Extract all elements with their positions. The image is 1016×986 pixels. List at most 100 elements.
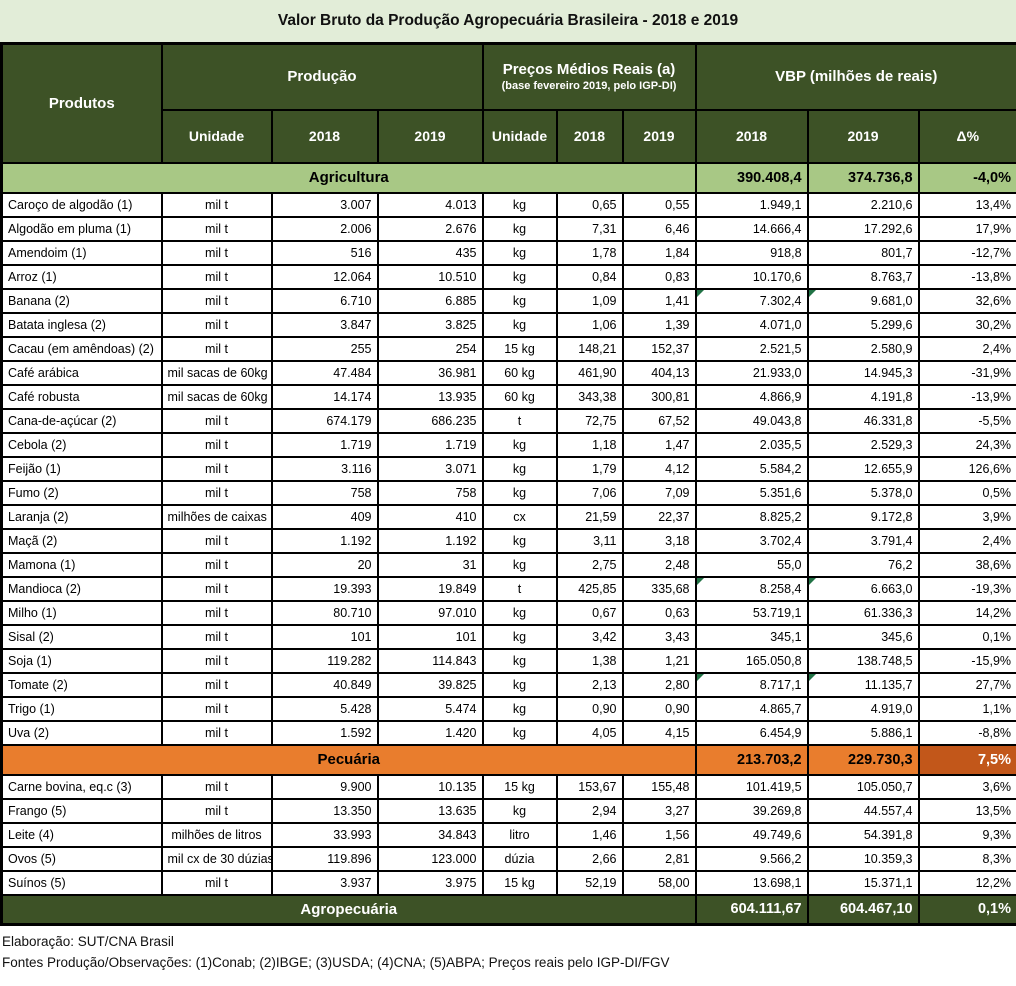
cell-vbp-2019: 76,2 xyxy=(806,551,920,578)
cell-produto: Cacau (em amêndoas) (2) xyxy=(0,335,163,362)
cell-produto: Mamona (1) xyxy=(0,551,163,578)
cell-vbp-2018: 1.949,1 xyxy=(694,191,809,218)
cell-vbp-2018: 14.666,4 xyxy=(694,215,809,242)
column-header-delta: Δ% xyxy=(917,108,1016,164)
cell-vbp-2019: 6.663,0 xyxy=(806,575,920,602)
cell-producao-2018: 47.484 xyxy=(270,359,379,386)
cell-producao-2019: 10.510 xyxy=(376,263,484,290)
section-vbp-2019: 374.736,8 xyxy=(806,161,920,194)
cell-vbp-2018: 55,0 xyxy=(694,551,809,578)
cell-delta: -13,8% xyxy=(917,263,1016,290)
cell-preco-unidade: 60 kg xyxy=(481,359,558,386)
cell-produto: Suínos (5) xyxy=(0,869,163,896)
page-title: Valor Bruto da Produção Agropecuária Bra… xyxy=(277,12,739,29)
cell-producao-2019: 10.135 xyxy=(376,773,484,800)
cell-unidade: mil t xyxy=(160,551,273,578)
cell-producao-2019: 97.010 xyxy=(376,599,484,626)
cell-producao-2019: 101 xyxy=(376,623,484,650)
table-row: Café arábica mil sacas de 60kg 47.484 36.98… xyxy=(0,359,1016,386)
cell-preco-2018: 2,13 xyxy=(555,671,624,698)
column-header-produtos: Produtos xyxy=(0,42,163,164)
table-row: Cebola (2) mil t 1.719 1.719 kg 1,18 1,47 2.035… xyxy=(0,431,1016,458)
section-label-agricultura: Agricultura xyxy=(0,161,697,194)
cell-delta: 3,6% xyxy=(917,773,1016,800)
section-vbp-2018: 390.408,4 xyxy=(694,161,809,194)
cell-preco-2018: 1,38 xyxy=(555,647,624,674)
footer: Elaboração: SUT/CNA Brasil Fontes Produç… xyxy=(0,926,1016,973)
cell-delta: -8,8% xyxy=(917,719,1016,746)
cell-preco-2018: 461,90 xyxy=(555,359,624,386)
cell-producao-2018: 119.896 xyxy=(270,845,379,872)
cell-delta: 2,4% xyxy=(917,527,1016,554)
cell-preco-2019: 300,81 xyxy=(621,383,697,410)
cell-unidade: mil t xyxy=(160,479,273,506)
cell-vbp-2018: 49.749,6 xyxy=(694,821,809,848)
cell-preco-unidade: kg xyxy=(481,671,558,698)
cell-producao-2018: 80.710 xyxy=(270,599,379,626)
table-row: Mamona (1) mil t 20 31 kg 2,75 2,48 55,0 76,2 38,… xyxy=(0,551,1016,578)
cell-producao-2018: 19.393 xyxy=(270,575,379,602)
cell-delta: 13,5% xyxy=(917,797,1016,824)
cell-vbp-2019: 17.292,6 xyxy=(806,215,920,242)
cell-preco-unidade: kg xyxy=(481,797,558,824)
cell-vbp-2019: 5.886,1 xyxy=(806,719,920,746)
cell-produto: Arroz (1) xyxy=(0,263,163,290)
cell-producao-2018: 3.937 xyxy=(270,869,379,896)
cell-unidade: mil t xyxy=(160,599,273,626)
table-row: Maçã (2) mil t 1.192 1.192 kg 3,11 3,18 3.702,4… xyxy=(0,527,1016,554)
cell-preco-2019: 1,41 xyxy=(621,287,697,314)
cell-unidade: mil t xyxy=(160,527,273,554)
cell-produto: Algodão em pluma (1) xyxy=(0,215,163,242)
cell-produto: Cebola (2) xyxy=(0,431,163,458)
cell-produto: Café robusta xyxy=(0,383,163,410)
cell-producao-2019: 13.935 xyxy=(376,383,484,410)
cell-preco-2019: 6,46 xyxy=(621,215,697,242)
cell-preco-2019: 1,84 xyxy=(621,239,697,266)
cell-unidade: mil t xyxy=(160,797,273,824)
table-row: Amendoim (1) mil t 516 435 kg 1,78 1,84 918,8 80… xyxy=(0,239,1016,266)
cell-produto: Ovos (5) xyxy=(0,845,163,872)
cell-producao-2019: 758 xyxy=(376,479,484,506)
cell-preco-unidade: kg xyxy=(481,599,558,626)
cell-producao-2019: 3.975 xyxy=(376,869,484,896)
cell-producao-2018: 5.428 xyxy=(270,695,379,722)
section-row-total: Agropecuária 604.111,67 604.467,10 0,1% xyxy=(0,893,1016,926)
cell-unidade: mil sacas de 60kg xyxy=(160,359,273,386)
cell-delta: -19,3% xyxy=(917,575,1016,602)
cell-preco-unidade: kg xyxy=(481,239,558,266)
cell-unidade: mil t xyxy=(160,287,273,314)
table-row: Tomate (2) mil t 40.849 39.825 kg 2,13 2,80 8.7… xyxy=(0,671,1016,698)
cell-vbp-2019: 44.557,4 xyxy=(806,797,920,824)
cell-delta: 24,3% xyxy=(917,431,1016,458)
cell-preco-unidade: dúzia xyxy=(481,845,558,872)
cell-preco-unidade: t xyxy=(481,407,558,434)
section-row-pecuaria: Pecuária 213.703,2 229.730,3 7,5% xyxy=(0,743,1016,776)
cell-delta: 9,3% xyxy=(917,821,1016,848)
cell-delta: 17,9% xyxy=(917,215,1016,242)
cell-producao-2018: 14.174 xyxy=(270,383,379,410)
cell-producao-2018: 1.719 xyxy=(270,431,379,458)
cell-producao-2018: 6.710 xyxy=(270,287,379,314)
cell-producao-2018: 1.192 xyxy=(270,527,379,554)
cell-vbp-2018: 918,8 xyxy=(694,239,809,266)
cell-unidade: mil t xyxy=(160,239,273,266)
table-row: Leite (4) milhões de litros 33.993 34.843 li… xyxy=(0,821,1016,848)
cell-producao-2019: 1.192 xyxy=(376,527,484,554)
cell-preco-2018: 7,31 xyxy=(555,215,624,242)
cell-produto: Milho (1) xyxy=(0,599,163,626)
cell-producao-2019: 31 xyxy=(376,551,484,578)
cell-preco-2018: 1,78 xyxy=(555,239,624,266)
cell-vbp-2018: 8.825,2 xyxy=(694,503,809,530)
column-group-vbp: VBP (milhões de reais) xyxy=(694,42,1016,111)
cell-producao-2019: 1.420 xyxy=(376,719,484,746)
cell-produto: Feijão (1) xyxy=(0,455,163,482)
cell-producao-2018: 3.116 xyxy=(270,455,379,482)
section-delta: 7,5% xyxy=(917,743,1016,776)
cell-produto: Tomate (2) xyxy=(0,671,163,698)
cell-vbp-2019: 138.748,5 xyxy=(806,647,920,674)
table-row: Trigo (1) mil t 5.428 5.474 kg 0,90 0,90 4.865,… xyxy=(0,695,1016,722)
column-header-unidade-producao: Unidade xyxy=(160,108,273,164)
cell-vbp-2019: 14.945,3 xyxy=(806,359,920,386)
column-header-vbp-2018: 2018 xyxy=(694,108,809,164)
cell-delta: 126,6% xyxy=(917,455,1016,482)
